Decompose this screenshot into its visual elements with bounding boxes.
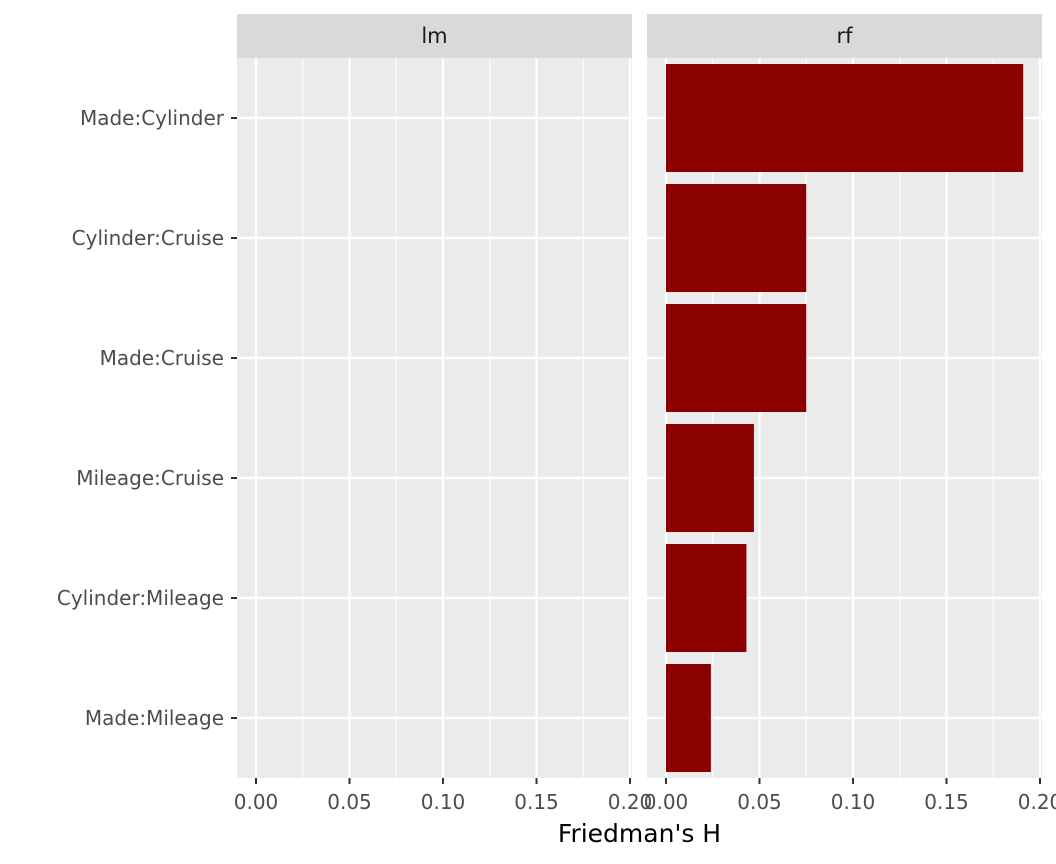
x-tick-label: 0.10 [831,790,876,814]
x-tick-label: 0.20 [608,790,653,814]
x-tick-label: 0.00 [234,790,279,814]
y-tick-label: Made:Cruise [100,346,224,370]
x-tick-label: 0.00 [644,790,689,814]
x-tick-label: 0.15 [514,790,559,814]
y-tick-label: Cylinder:Mileage [57,586,224,610]
y-tick-label: Mileage:Cruise [76,466,224,490]
bar-rf-cylinder-mileage [666,544,747,652]
facet-strip-lm [237,14,632,58]
x-axis-title: Friedman's H [558,819,721,848]
bar-rf-made-cruise [666,304,807,412]
facet-strip-rf [647,14,1042,58]
x-tick-label: 0.05 [737,790,782,814]
x-tick-label: 0.20 [1018,790,1056,814]
bar-rf-mileage-cruise [666,424,754,532]
panel-background-lm [237,58,632,778]
bar-rf-made-mileage [666,664,711,772]
bar-rf-made-cylinder [666,64,1024,172]
x-tick-label: 0.10 [421,790,466,814]
facet-strip-label: rf [836,24,853,48]
y-tick-label: Made:Cylinder [80,106,225,130]
x-tick-label: 0.05 [327,790,372,814]
y-tick-label: Cylinder:Cruise [72,226,224,250]
bar-rf-cylinder-cruise [666,184,807,292]
y-tick-label: Made:Mileage [85,706,224,730]
facet-strip-label: lm [421,24,447,48]
x-tick-label: 0.15 [924,790,969,814]
